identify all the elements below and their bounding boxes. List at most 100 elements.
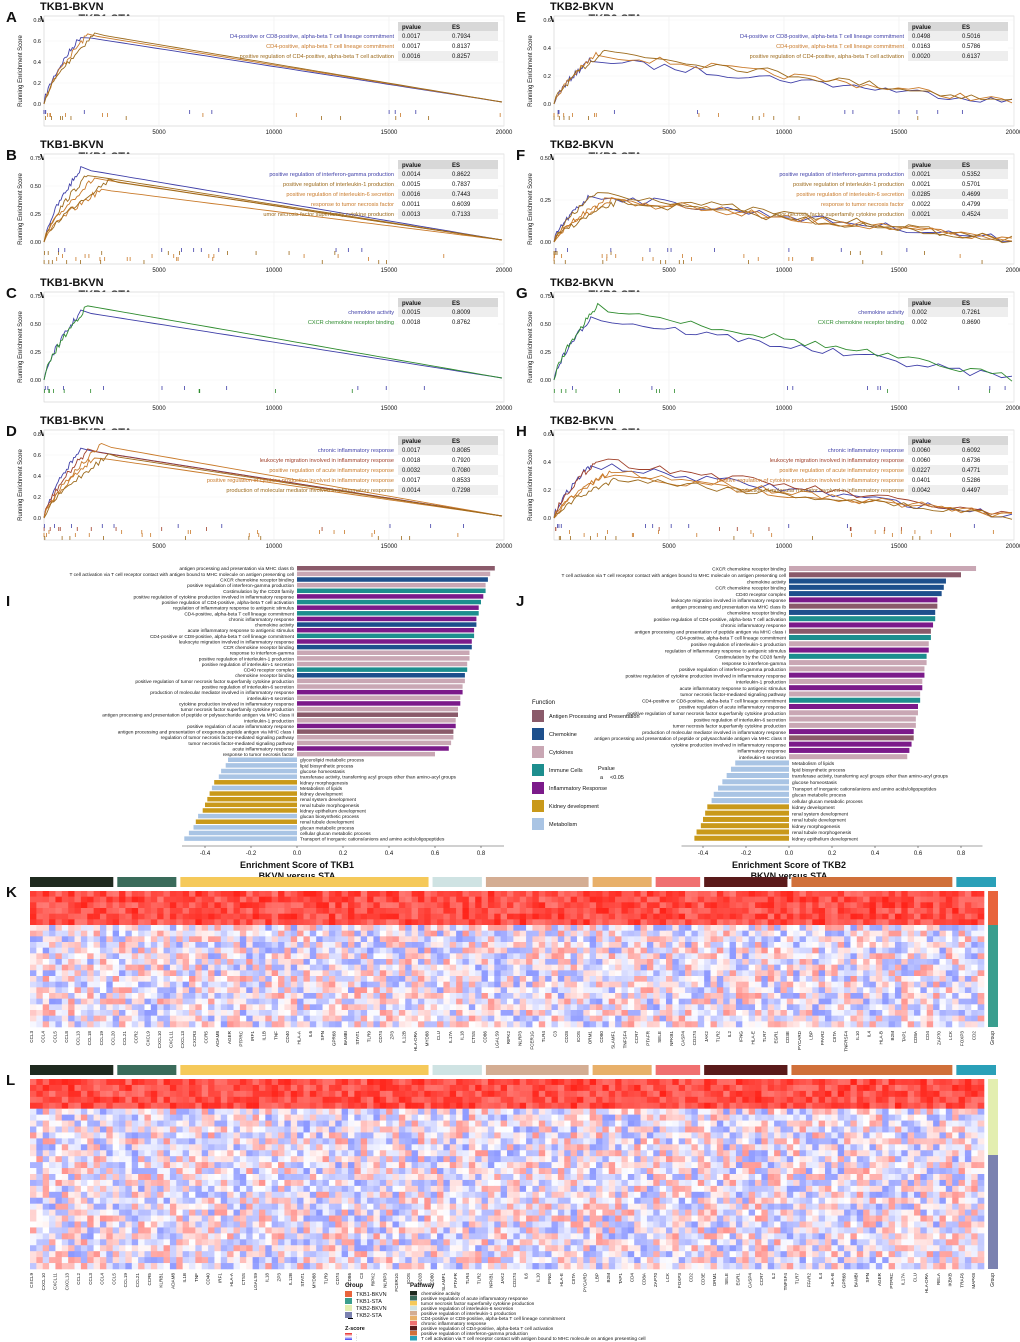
x-tick-label: 5000 xyxy=(152,406,166,412)
heatmap-cell xyxy=(106,1090,113,1098)
legend-title: Pvalue xyxy=(598,766,615,772)
heatmap-cell xyxy=(723,993,730,999)
heatmap-cell xyxy=(195,987,203,994)
heatmap-cell xyxy=(812,953,819,960)
heatmap-cell xyxy=(398,947,406,954)
heatmap-cell xyxy=(920,993,928,999)
heatmap-cell xyxy=(284,919,292,926)
heatmap-cell xyxy=(691,993,699,999)
heatmap-cell xyxy=(799,1079,807,1086)
heatmap-cell xyxy=(49,970,56,977)
heatmap-cell xyxy=(971,953,978,960)
heatmap-cell xyxy=(112,1010,120,1016)
heatmap-cell xyxy=(716,1079,724,1086)
heatmap-cell xyxy=(844,976,851,982)
bar-label: chemokine activity xyxy=(747,579,787,585)
y-tick-label: 0.50 xyxy=(30,184,41,190)
heatmap-cell xyxy=(61,896,69,903)
bar-label: acute inflammatory response to antigenic… xyxy=(188,628,295,634)
es-curve xyxy=(553,470,1013,519)
heatmap-cell xyxy=(271,908,279,914)
heatmap-cell xyxy=(341,976,349,982)
heatmap-cell xyxy=(945,1010,953,1016)
heatmap-cell xyxy=(710,936,718,943)
heatmap-cell xyxy=(805,902,813,909)
heatmap-cell xyxy=(449,947,457,954)
heatmap-cell xyxy=(437,970,444,977)
gene-label: TLR2 xyxy=(715,1031,720,1043)
heatmap-cell xyxy=(627,953,635,960)
heatmap-cell xyxy=(220,902,228,909)
heatmap-cell xyxy=(888,1084,896,1092)
heatmap-cell xyxy=(596,987,603,994)
heatmap-cell xyxy=(462,1010,470,1016)
heatmap-cell xyxy=(443,953,451,960)
heatmap-cell xyxy=(239,1004,247,1011)
heatmap-cell xyxy=(87,1004,94,1011)
heatmap-cell xyxy=(138,1010,145,1016)
pathway-bar xyxy=(592,877,652,887)
heatmap-cell xyxy=(869,976,877,982)
heatmap-cell xyxy=(252,925,260,931)
heatmap-cell xyxy=(627,970,635,977)
heatmap-cell xyxy=(659,964,667,971)
heatmap-cell xyxy=(443,981,451,988)
heatmap-cell xyxy=(157,891,164,897)
heatmap-cell xyxy=(61,942,69,948)
heatmap-cell xyxy=(398,896,406,903)
heatmap-cell xyxy=(144,1084,152,1092)
heatmap-cell xyxy=(271,1015,279,1022)
heatmap-cell xyxy=(844,953,851,960)
heatmap-cell xyxy=(417,959,425,965)
heatmap-cell xyxy=(850,1010,858,1016)
heatmap-cell xyxy=(513,987,521,994)
heatmap-cell xyxy=(780,925,788,931)
x-tick-label: 10000 xyxy=(266,544,283,550)
heatmap-cell xyxy=(150,891,158,897)
heatmap-cell xyxy=(169,1010,177,1016)
heatmap-cell xyxy=(602,993,610,999)
heatmap-cell xyxy=(297,930,304,937)
heatmap-cell xyxy=(49,942,56,948)
heatmap-cell xyxy=(672,930,680,937)
heatmap-cell xyxy=(761,913,769,920)
heatmap-cell xyxy=(729,959,737,965)
heatmap-cell xyxy=(933,1079,940,1086)
heatmap-cell xyxy=(977,981,985,988)
heatmap-cell xyxy=(150,896,158,903)
heatmap-cell xyxy=(831,908,839,914)
heatmap-cell xyxy=(119,891,126,897)
heatmap-cell xyxy=(825,993,832,999)
heatmap-cell xyxy=(233,1084,241,1092)
heatmap-cell xyxy=(430,925,438,931)
heatmap-cell xyxy=(80,993,88,999)
heatmap-cell xyxy=(551,1079,559,1086)
heatmap-cell xyxy=(220,942,228,948)
heatmap-cell xyxy=(799,1004,807,1011)
heatmap-cell xyxy=(297,993,304,999)
heatmap-cell xyxy=(825,947,832,954)
heatmap-cell xyxy=(576,993,584,999)
heatmap-cell xyxy=(589,930,597,937)
heatmap-cell xyxy=(602,1015,610,1022)
heatmap-cell xyxy=(971,947,978,954)
heatmap-cell xyxy=(214,1004,222,1011)
heatmap-cell xyxy=(430,1084,438,1092)
heatmap-cell xyxy=(468,936,476,943)
heatmap-cell xyxy=(608,1015,616,1022)
heatmap-cell xyxy=(297,1084,304,1092)
heatmap-cell xyxy=(755,913,762,920)
heatmap-cell xyxy=(30,1079,37,1086)
legend-label: Immune Cells xyxy=(549,768,583,774)
heatmap-cell xyxy=(68,919,75,926)
heatmap-cell xyxy=(297,959,304,965)
heatmap-cell xyxy=(265,1079,272,1086)
heatmap-cell xyxy=(68,953,75,960)
heatmap-cell xyxy=(761,1010,769,1016)
heatmap-cell xyxy=(208,976,215,982)
heatmap-cell xyxy=(99,1084,107,1092)
panel-letter: G xyxy=(516,285,528,302)
heatmap-cell xyxy=(907,1084,915,1092)
heatmap-cell xyxy=(952,1015,959,1022)
heatmap-cell xyxy=(557,953,565,960)
